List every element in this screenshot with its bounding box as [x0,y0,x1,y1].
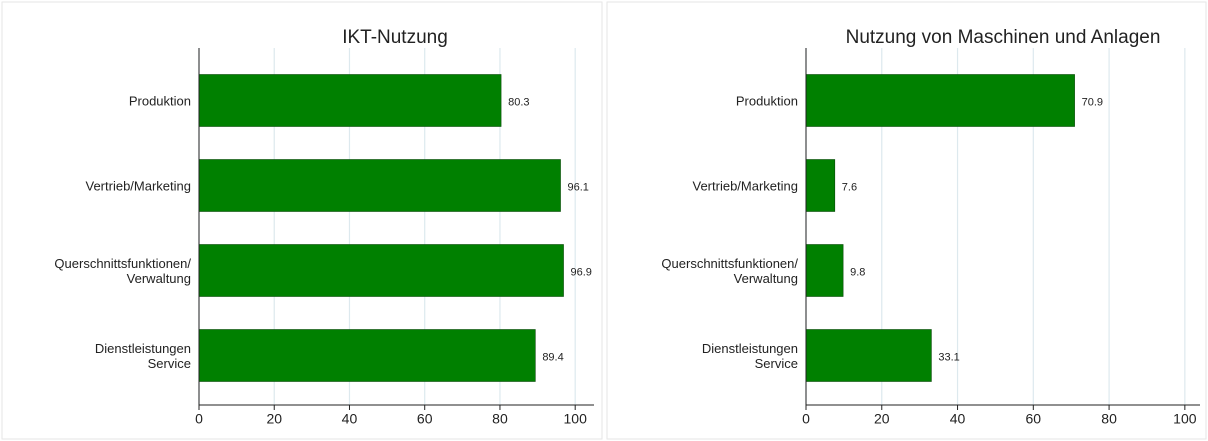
value-label: 96.1 [568,181,589,193]
x-tick-label: 80 [492,411,508,427]
bar [198,159,561,212]
bar [805,329,932,382]
value-label: 9.8 [850,266,865,278]
bar [198,244,564,297]
bar [198,329,536,382]
x-tick-label: 60 [417,411,433,427]
y-tick-label: Querschnittsfunktionen/ Verwaltung [54,255,191,286]
y-tick-label: Dienstleistungen Service [94,340,191,371]
x-tick-label: 100 [564,411,588,427]
x-tick-label: 100 [1173,411,1197,427]
x-tick-label: 20 [266,411,282,427]
x-tick-label: 40 [950,411,966,427]
x-tick-label: 0 [802,411,810,427]
y-tick-label: Vertrieb/Marketing [85,178,192,193]
y-tick-label: Dienstleistungen Service [701,340,798,371]
chart-title: IKT-Nutzung [342,27,448,48]
y-tick-label: Produktion [128,93,191,108]
x-tick-label: 20 [874,411,890,427]
bar [805,74,1075,127]
y-tick-label: Produktion [735,93,798,108]
bar [805,244,844,297]
x-tick-label: 80 [1101,411,1117,427]
bar [805,159,836,212]
value-label: 89.4 [542,351,563,363]
y-tick-label: Vertrieb/Marketing [692,178,799,193]
value-label: 33.1 [938,351,959,363]
value-label: 70.9 [1082,96,1103,108]
x-tick-label: 40 [342,411,358,427]
value-label: 7.6 [842,181,857,193]
value-label: 96.9 [571,266,592,278]
chart-title: Nutzung von Maschinen und Anlagen [846,27,1161,48]
y-tick-label: Querschnittsfunktionen/ Verwaltung [661,255,798,286]
x-tick-label: 60 [1026,411,1042,427]
x-tick-label: 0 [195,411,203,427]
value-label: 80.3 [508,96,529,108]
bar [198,74,502,127]
